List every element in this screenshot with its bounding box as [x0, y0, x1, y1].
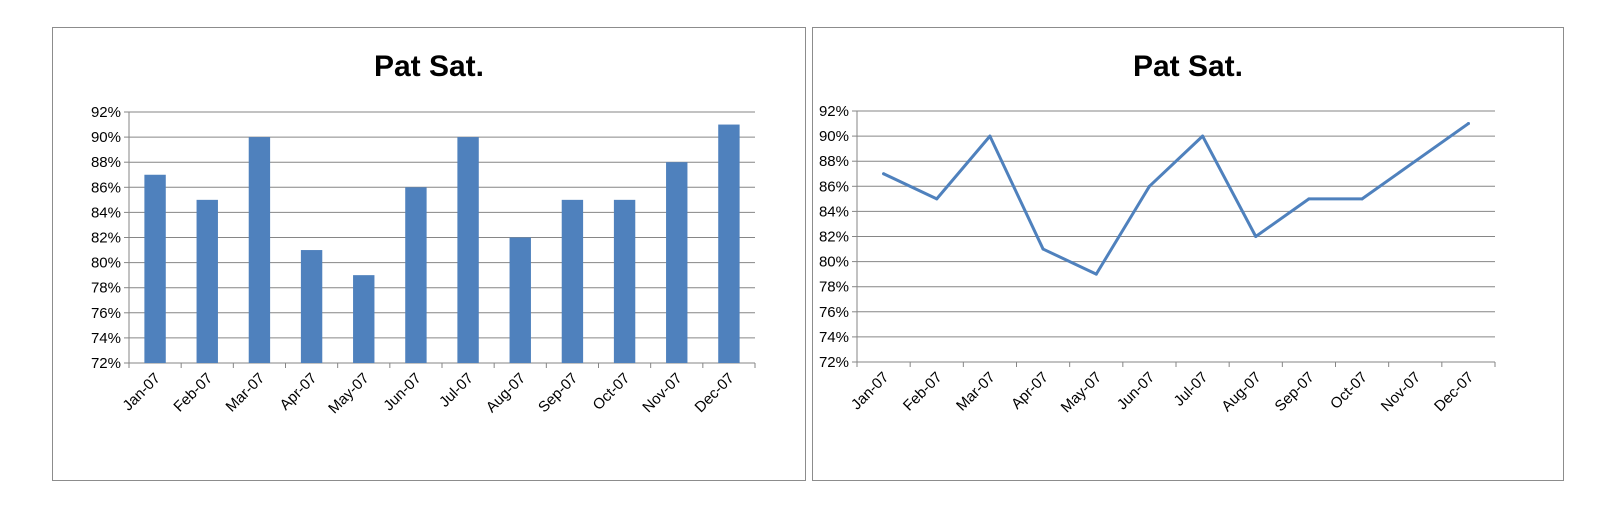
- x-tick-label: Feb-07: [900, 369, 946, 415]
- bar: [509, 237, 531, 363]
- bar: [457, 137, 479, 363]
- x-tick-label: Mar-07: [223, 370, 269, 416]
- bar: [196, 199, 218, 363]
- x-tick-label: Aug-07: [483, 370, 529, 416]
- y-tick-label: 84%: [91, 204, 121, 221]
- y-tick-label: 72%: [91, 355, 121, 372]
- bar-chart: 72% 74% 76% 78% 80% 82% 84% 86% 88% 90% 92% Jan-07 F…: [91, 104, 756, 417]
- x-tick-label: Jun-07: [1114, 369, 1158, 413]
- line-chart-panel: Pat Sat. 72% 74% 76% 78% 80% 82% 84% 86% 88% 90% 9…: [812, 27, 1564, 481]
- data-point: [1307, 197, 1311, 201]
- chart-title: Pat Sat.: [1132, 50, 1244, 83]
- bar: [613, 199, 636, 363]
- x-tick-label: Sep-07: [535, 370, 581, 416]
- x-tick-label: Jul-07: [1170, 369, 1211, 410]
- x-tick-label: Apr-07: [1008, 369, 1052, 413]
- y-tick-label: 74%: [819, 329, 849, 346]
- x-tick-label: Sep-07: [1272, 369, 1318, 415]
- y-tick-label: 74%: [91, 330, 121, 347]
- bar: [300, 250, 323, 363]
- data-point: [882, 172, 886, 176]
- x-tick-label: Nov-07: [639, 370, 685, 416]
- y-tick-label: 86%: [819, 178, 849, 195]
- bar: [353, 275, 375, 363]
- chart-title: Pat Sat.: [373, 50, 485, 83]
- x-tick-label: Jul-07: [436, 370, 477, 411]
- data-point: [1360, 197, 1364, 201]
- bar: [405, 187, 427, 363]
- bar: [561, 199, 584, 363]
- x-tick-label: Jun-07: [380, 370, 424, 414]
- bar: [718, 124, 740, 363]
- bar: [248, 137, 271, 363]
- y-tick-label: 76%: [91, 305, 121, 322]
- y-tick-label: 82%: [819, 229, 849, 246]
- data-point: [988, 134, 992, 138]
- y-tick-label: 76%: [819, 304, 849, 321]
- x-tick-label: Aug-07: [1218, 369, 1264, 415]
- data-point: [1201, 134, 1205, 138]
- y-tick-label: 82%: [91, 230, 121, 247]
- x-tick-label: Dec-07: [1431, 369, 1477, 415]
- y-tick-label: 92%: [91, 104, 121, 121]
- y-tick-label: 88%: [91, 154, 121, 171]
- x-tick-label: Nov-07: [1378, 369, 1424, 415]
- y-tick-label: 78%: [819, 279, 849, 296]
- series-line: [882, 122, 1470, 276]
- y-tick-label: 80%: [91, 255, 121, 272]
- data-point: [1147, 184, 1151, 188]
- x-tick-label: Mar-07: [953, 369, 999, 415]
- y-tick-label: 90%: [91, 129, 121, 146]
- x-tick-label: Oct-07: [1327, 369, 1371, 413]
- bar: [144, 174, 166, 363]
- x-tick-label: Jan-07: [848, 369, 892, 413]
- y-tick-label: 84%: [819, 203, 849, 220]
- y-tick-label: 86%: [91, 179, 121, 196]
- x-tick-label: May-07: [325, 370, 372, 417]
- data-point: [935, 197, 939, 201]
- line-chart: 72% 74% 76% 78% 80% 82% 84% 86% 88% 90% 92% Jan-07 F…: [819, 103, 1496, 416]
- data-point: [1413, 159, 1417, 163]
- bar-chart-panel: Pat Sat. 72% 74% 76% 78% 80% 82% 84% 86% 88% 90% 9…: [52, 27, 806, 481]
- x-tick-label: Oct-07: [590, 370, 634, 414]
- bar: [666, 162, 688, 363]
- x-tick-label: Feb-07: [170, 370, 216, 416]
- x-tick-label: May-07: [1058, 369, 1105, 416]
- y-tick-label: 88%: [819, 153, 849, 170]
- y-tick-label: 78%: [91, 280, 121, 297]
- data-point: [1094, 272, 1098, 276]
- y-tick-label: 92%: [819, 103, 849, 120]
- data-point: [1466, 122, 1470, 126]
- y-tick-label: 90%: [819, 128, 849, 145]
- data-point: [1254, 235, 1258, 238]
- x-tick-label: Jan-07: [119, 370, 163, 414]
- x-tick-label: Apr-07: [277, 370, 321, 414]
- data-point: [1041, 247, 1045, 251]
- y-tick-label: 80%: [819, 254, 849, 271]
- x-tick-label: Dec-07: [692, 370, 738, 416]
- y-tick-label: 72%: [819, 354, 849, 371]
